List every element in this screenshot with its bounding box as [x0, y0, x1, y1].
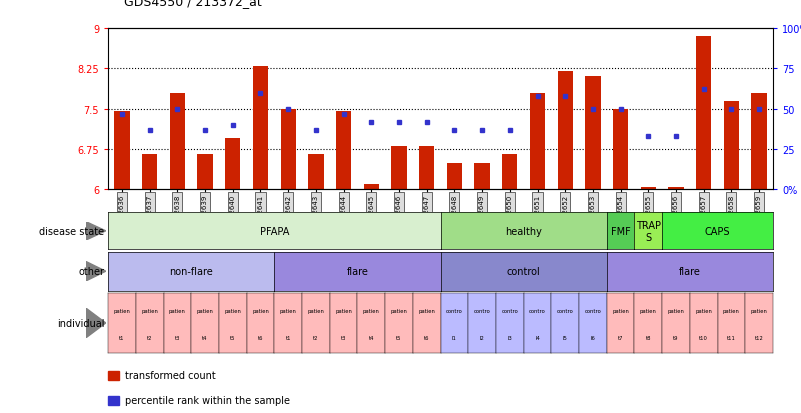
Bar [641, 188, 656, 190]
Bar [557, 72, 573, 190]
Polygon shape [86, 262, 106, 281]
Bar [474, 163, 489, 190]
Bar [280, 109, 296, 190]
Text: t7: t7 [618, 336, 623, 341]
Text: healthy: healthy [505, 226, 542, 236]
Text: patien: patien [280, 309, 296, 314]
Bar [142, 155, 157, 190]
Text: l1: l1 [452, 336, 457, 341]
Text: l5: l5 [563, 336, 568, 341]
Text: patien: patien [335, 309, 352, 314]
Bar [724, 101, 739, 190]
Text: t10: t10 [699, 336, 708, 341]
Text: t12: t12 [755, 336, 763, 341]
Bar [530, 93, 545, 190]
Text: contro: contro [585, 309, 602, 314]
Text: l4: l4 [535, 336, 540, 341]
Text: patien: patien [751, 309, 767, 314]
Text: patien: patien [224, 309, 241, 314]
Text: patien: patien [695, 309, 712, 314]
Text: contro: contro [557, 309, 574, 314]
Bar [586, 77, 601, 190]
Bar [502, 155, 517, 190]
Text: contro: contro [501, 309, 518, 314]
Polygon shape [86, 222, 106, 240]
Polygon shape [86, 308, 106, 338]
Text: individual: individual [57, 318, 104, 328]
Text: patien: patien [363, 309, 380, 314]
Text: patien: patien [391, 309, 408, 314]
Bar [253, 66, 268, 190]
Bar [308, 155, 324, 190]
Text: l2: l2 [480, 336, 485, 341]
Bar [225, 139, 240, 190]
Text: percentile rank within the sample: percentile rank within the sample [125, 395, 290, 405]
Text: patien: patien [197, 309, 214, 314]
Text: patien: patien [612, 309, 629, 314]
Text: l3: l3 [507, 336, 512, 341]
Bar [115, 112, 130, 190]
Text: contro: contro [529, 309, 545, 314]
Bar [613, 109, 628, 190]
Text: t6: t6 [424, 336, 429, 341]
Text: patien: patien [667, 309, 684, 314]
Text: l6: l6 [590, 336, 595, 341]
Text: t1: t1 [119, 336, 125, 341]
Text: t4: t4 [368, 336, 374, 341]
Text: patien: patien [308, 309, 324, 314]
Text: control: control [507, 266, 541, 277]
Text: FMF: FMF [610, 226, 630, 236]
Text: t4: t4 [203, 336, 207, 341]
Text: t3: t3 [341, 336, 346, 341]
Text: patien: patien [640, 309, 657, 314]
Bar [668, 188, 683, 190]
Text: t3: t3 [175, 336, 180, 341]
Text: patien: patien [723, 309, 740, 314]
Text: t2: t2 [313, 336, 319, 341]
Text: t11: t11 [727, 336, 736, 341]
Text: TRAP
S: TRAP S [636, 221, 661, 242]
Text: flare: flare [679, 266, 701, 277]
Text: patien: patien [114, 309, 131, 314]
Text: patien: patien [418, 309, 435, 314]
Text: t8: t8 [646, 336, 651, 341]
Text: other: other [78, 266, 104, 277]
Text: GDS4550 / 213372_at: GDS4550 / 213372_at [124, 0, 262, 8]
Bar [419, 147, 434, 190]
Text: t6: t6 [258, 336, 264, 341]
Text: patien: patien [252, 309, 269, 314]
Text: contro: contro [473, 309, 490, 314]
Text: PFAPA: PFAPA [260, 226, 289, 236]
Text: disease state: disease state [39, 226, 104, 236]
Text: t2: t2 [147, 336, 152, 341]
Text: t5: t5 [230, 336, 235, 341]
Bar [170, 93, 185, 190]
Bar [447, 163, 462, 190]
Text: patien: patien [169, 309, 186, 314]
Bar [364, 185, 379, 190]
Bar [198, 155, 213, 190]
Bar [751, 93, 767, 190]
Text: t5: t5 [396, 336, 402, 341]
Bar [336, 112, 351, 190]
Text: transformed count: transformed count [125, 370, 215, 380]
Text: t9: t9 [674, 336, 678, 341]
Text: non-flare: non-flare [169, 266, 213, 277]
Text: flare: flare [347, 266, 368, 277]
Text: CAPS: CAPS [705, 226, 731, 236]
Text: t1: t1 [285, 336, 291, 341]
Text: contro: contro [446, 309, 463, 314]
Bar [696, 37, 711, 190]
Bar [392, 147, 407, 190]
Text: patien: patien [141, 309, 158, 314]
